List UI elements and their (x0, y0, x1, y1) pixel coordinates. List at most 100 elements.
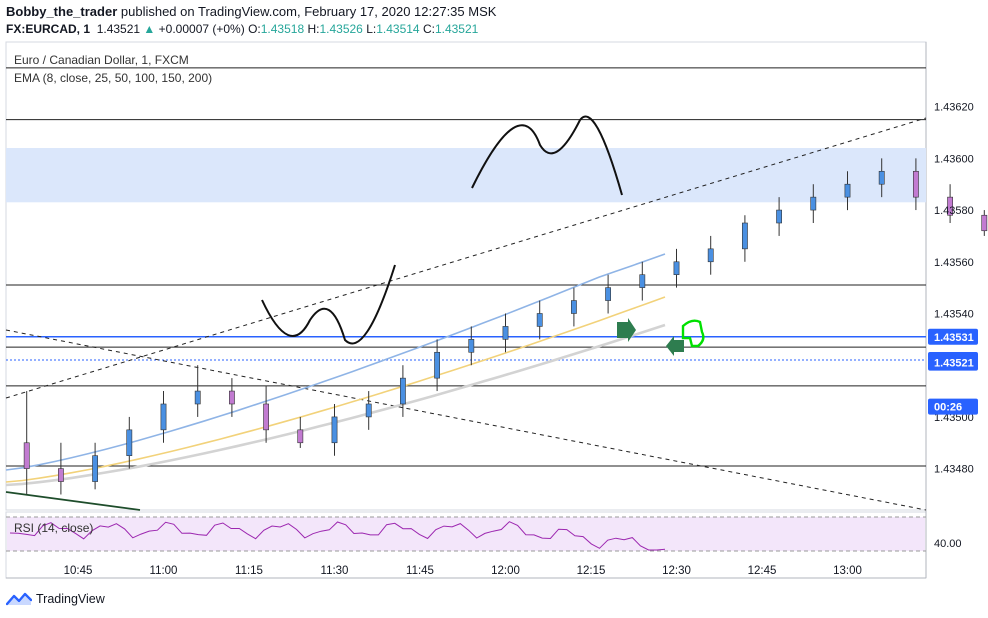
price-pane (5, 41, 927, 511)
symbol-label: FX:EURCAD, 1 (6, 22, 91, 36)
candle (92, 442, 98, 490)
candle (468, 326, 475, 366)
candle-body (810, 196, 817, 211)
tradingview-logo[interactable]: TradingView (6, 592, 105, 606)
rsi-legend[interactable]: RSI (14, close) (14, 521, 94, 535)
candle (707, 235, 714, 275)
candle (160, 391, 167, 443)
candle-body (263, 403, 269, 431)
arrow-left-icon (666, 336, 684, 356)
candle (981, 210, 988, 236)
candle (947, 184, 953, 223)
instrument-legend[interactable]: Euro / Canadian Dollar, 1, FXCM (14, 53, 189, 67)
change-arrow-icon: ▲ (143, 22, 156, 36)
price-tag-label: 00:26 (934, 402, 962, 414)
candle (844, 171, 851, 211)
time-tick-label: 11:15 (235, 565, 263, 577)
candle-body (297, 429, 304, 444)
price-tick-label: 1.43580 (934, 205, 974, 217)
trendline-up (5, 117, 927, 399)
candle-body (365, 403, 372, 418)
rsi-tick-label: 40.00 (934, 538, 962, 550)
close-value: 1.43521 (434, 22, 479, 36)
candle-body (229, 390, 235, 405)
candle-body (126, 429, 133, 457)
candle (194, 365, 201, 417)
low-label: L: (366, 22, 377, 36)
candle-body (331, 416, 338, 444)
time-tick-label: 11:30 (321, 565, 349, 577)
drawn-curve-w (261, 264, 396, 345)
time-tick-label: 12:45 (748, 565, 777, 577)
candle-body (92, 455, 98, 482)
candle-body (434, 351, 440, 379)
time-tick-label: 11:00 (150, 565, 178, 577)
candle (23, 391, 30, 495)
publish-info: published on TradingView.com, February 1… (120, 4, 497, 19)
candle (639, 261, 646, 301)
author-name[interactable]: Bobby_the_trader (6, 4, 118, 19)
resistance-zone (6, 148, 926, 203)
candle (263, 385, 269, 443)
candle-body (912, 170, 919, 198)
high-label: H: (307, 22, 320, 36)
tradingview-logo-icon (6, 592, 32, 606)
low-value: 1.43514 (376, 22, 420, 36)
candle-body (57, 468, 64, 482)
candle-body (707, 248, 714, 263)
candle-body (536, 313, 543, 327)
ema-yellow (5, 296, 666, 483)
drawn-curve-m (471, 115, 623, 196)
candle (434, 339, 440, 392)
candle-body (639, 274, 646, 288)
last-price: 1.43521 (96, 22, 141, 36)
change-value: +0.00007 (+0%) (158, 22, 245, 36)
candle-body (570, 300, 577, 314)
candle-body (160, 403, 167, 431)
price-tick-label: 1.43500 (934, 412, 974, 424)
open-label: O: (248, 22, 261, 36)
thumbs-down-icon (681, 319, 705, 348)
price-tick-label: 1.43620 (934, 102, 974, 114)
price-tag-label: 1.43521 (934, 358, 974, 370)
time-tick-label: 12:15 (577, 565, 606, 577)
candle (399, 365, 406, 417)
ema-legend[interactable]: EMA (8, close, 25, 50, 100, 150, 200) (14, 71, 213, 85)
open-value: 1.43518 (260, 22, 305, 36)
candle (126, 416, 133, 469)
time-tick-label: 12:30 (662, 565, 691, 577)
candle (673, 248, 680, 288)
candle-body (776, 209, 782, 224)
price-tag-label: 1.43531 (934, 332, 974, 344)
candle (502, 313, 509, 353)
candle-body (947, 196, 953, 216)
ohlc-header: FX:EURCAD, 1 1.43521 ▲ +0.00007 (+0%) O:… (6, 22, 478, 36)
rsi-band (7, 517, 925, 551)
ema200-line (5, 491, 141, 511)
time-tick-label: 12:00 (491, 565, 520, 577)
ema-blue (5, 253, 666, 471)
time-tick-label: 10:45 (64, 565, 93, 577)
candle (878, 158, 885, 198)
logo-text: TradingView (36, 592, 105, 606)
arrow-right-icon (617, 318, 636, 342)
candle (365, 391, 372, 430)
high-value: 1.43526 (319, 22, 363, 36)
price-tick-label: 1.43540 (934, 308, 974, 320)
candle-body (741, 222, 748, 250)
price-tag (928, 328, 978, 345)
rsi-line (9, 521, 666, 551)
candle (912, 158, 919, 211)
time-tick-label: 11:45 (406, 565, 434, 577)
candle (810, 184, 817, 223)
candle-body (605, 287, 611, 301)
price-tick-label: 1.43480 (934, 464, 974, 476)
candle-body (23, 442, 30, 469)
candle (331, 403, 338, 456)
candle-body (878, 170, 885, 185)
candle (605, 274, 611, 314)
candle-body (194, 390, 201, 405)
candle-body (844, 183, 851, 198)
price-tick-label: 1.43600 (934, 153, 974, 165)
